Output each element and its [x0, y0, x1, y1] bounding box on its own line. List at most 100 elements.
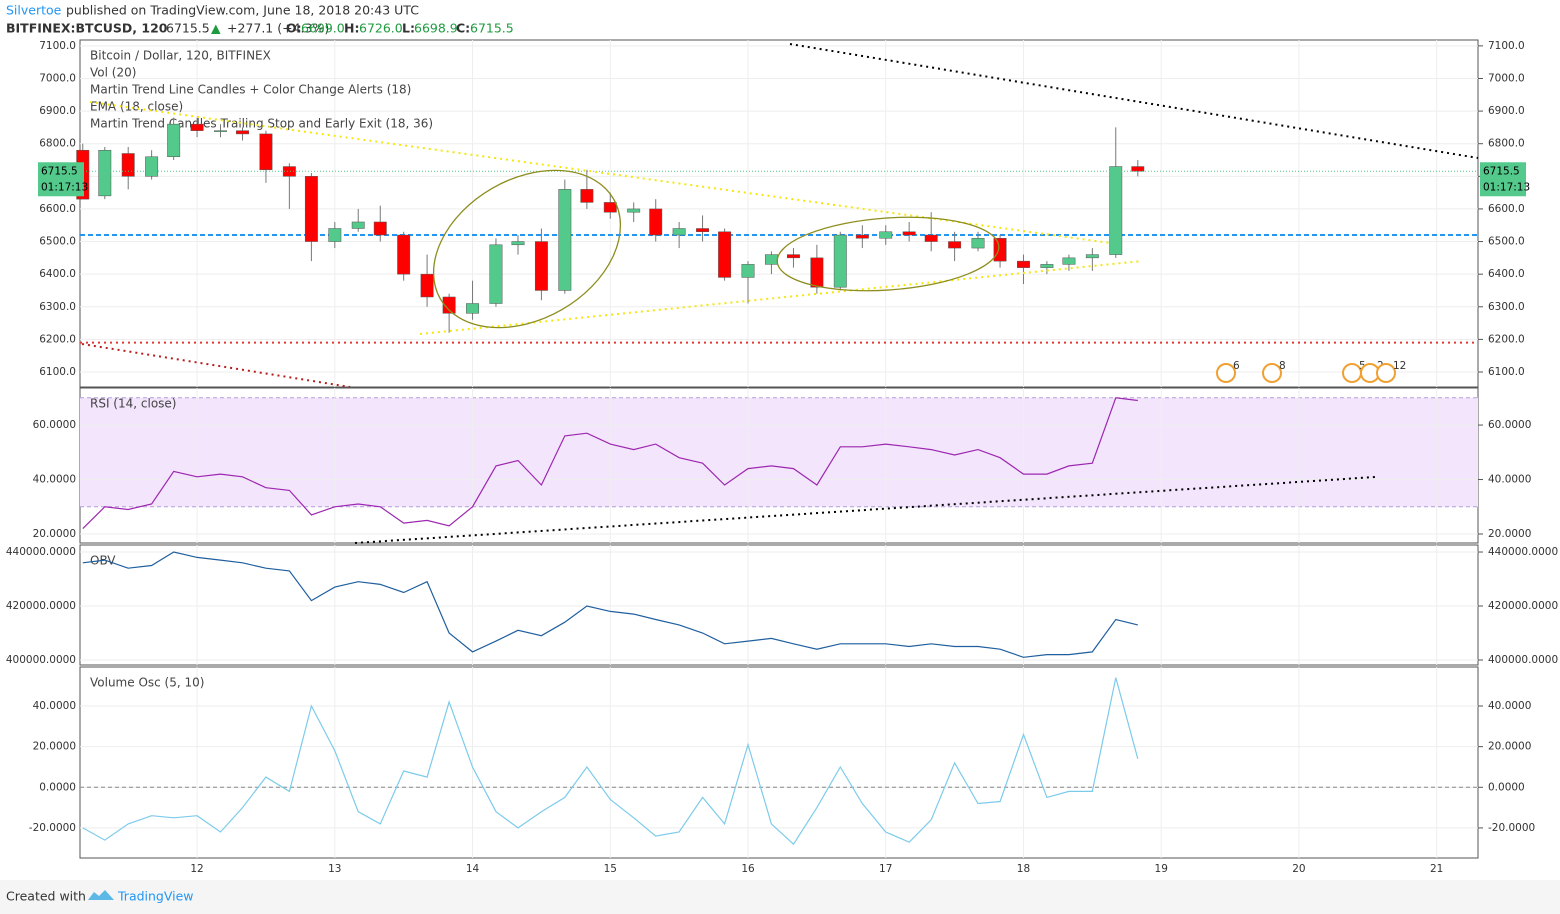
candle-body — [924, 234, 938, 242]
y-tick-label-left: 7100.0 — [39, 40, 76, 52]
last-price: 6715.5 — [166, 21, 210, 36]
resistance-line — [89, 101, 1111, 244]
price-box-left — [38, 162, 84, 197]
candle-body — [214, 130, 227, 132]
event-count: 6 — [1233, 360, 1240, 372]
y-tick-label-right: 40.0000 — [1488, 474, 1531, 486]
l-label: L: — [402, 21, 415, 36]
y-tick-label-left: 6100.0 — [39, 366, 76, 378]
y-tick-label-right: 6300.0 — [1488, 301, 1525, 313]
y-tick-label-right: 0.0000 — [1488, 781, 1525, 793]
candle-body — [764, 254, 778, 265]
y-tick-label-left: 440000.0000 — [6, 546, 76, 558]
event-badge — [1262, 363, 1282, 383]
candle-body — [1062, 257, 1076, 265]
low: 6698.9 — [414, 21, 458, 36]
y-tick-label-right: 6600.0 — [1488, 203, 1525, 215]
event-badge — [1216, 363, 1236, 383]
candle-body — [328, 228, 342, 242]
y-tick-label-right: 20.0000 — [1488, 741, 1531, 753]
candle-body — [167, 123, 181, 158]
y-tick-label-left: 7000.0 — [39, 72, 76, 84]
event-count: 5 — [1359, 360, 1366, 372]
candle-body — [282, 166, 296, 177]
candle-body — [1017, 260, 1030, 268]
author[interactable]: Silvertoe — [6, 3, 62, 18]
candle-body — [833, 234, 847, 288]
y-tick-label-left: 6500.0 — [39, 236, 76, 248]
arrow: ▲ — [211, 21, 221, 36]
legend-entry: Martin Trend Candles Trailing Stop and E… — [90, 117, 433, 131]
y-tick-label-right: 420000.0000 — [1488, 600, 1558, 612]
y-tick-label-right: 6900.0 — [1488, 105, 1525, 117]
y-tick-label-right: 7000.0 — [1488, 72, 1525, 84]
y-tick-label-left: 6400.0 — [39, 268, 76, 280]
price-box-right — [1480, 162, 1526, 197]
x-tick-label: 15 — [604, 863, 617, 875]
y-tick-label-right: -20.0000 — [1488, 822, 1535, 834]
candle-body — [145, 156, 159, 177]
candle-body — [534, 241, 548, 291]
change: +277.1 (+4.3%) — [227, 21, 329, 36]
y-tick-label-left: 420000.0000 — [6, 600, 76, 612]
candle-body — [627, 208, 641, 213]
candle-body — [810, 257, 824, 288]
candle-body — [741, 264, 755, 278]
candle-body — [718, 231, 732, 278]
candle-body — [121, 153, 135, 177]
close: 6715.5 — [470, 21, 514, 36]
candle-body — [672, 228, 686, 236]
support-line — [419, 260, 1143, 335]
y-tick-label-left: 400000.0000 — [6, 654, 76, 666]
y-tick-label-right: 400000.0000 — [1488, 654, 1558, 666]
y-tick-label-left: 6900.0 — [39, 105, 76, 117]
candle-body — [696, 228, 710, 233]
high: 6726.0 — [359, 21, 403, 36]
open: 6699.0 — [301, 21, 345, 36]
y-tick-label-left: 6600.0 — [39, 203, 76, 215]
candle-body — [1040, 264, 1054, 268]
x-tick-label: 12 — [190, 863, 203, 875]
y-tick-label-left: 40.0000 — [33, 474, 76, 486]
h-label: H: — [344, 21, 359, 36]
event-badge — [1376, 363, 1396, 383]
y-tick-label-right: 6400.0 — [1488, 268, 1525, 280]
x-tick-label: 13 — [328, 863, 341, 875]
candle-body — [98, 149, 112, 197]
x-tick-label: 20 — [1292, 863, 1305, 875]
y-tick-label-right: 7100.0 — [1488, 40, 1525, 52]
y-tick-label-left: 6800.0 — [39, 138, 76, 150]
trend-line — [789, 43, 1479, 159]
candle-body — [902, 231, 916, 236]
candle-body — [373, 221, 387, 236]
brand[interactable]: TradingView — [117, 889, 194, 904]
candle-body — [879, 231, 893, 239]
x-tick-label: 17 — [879, 863, 892, 875]
c-label: C: — [456, 21, 470, 36]
candle-body — [948, 241, 962, 249]
candle-body — [511, 241, 525, 246]
candle-body — [442, 296, 456, 314]
o-label: O: — [286, 21, 302, 36]
y-tick-label-right: 6200.0 — [1488, 333, 1525, 345]
y-tick-label-right: 6800.0 — [1488, 138, 1525, 150]
candle-body — [259, 133, 273, 171]
rsi-band — [80, 397, 1478, 507]
published: published on TradingView.com, June 18, 2… — [66, 3, 419, 18]
y-tick-label-right: 60.0000 — [1488, 419, 1531, 431]
candle-body — [1109, 166, 1123, 255]
y-tick-label-left: 60.0000 — [33, 419, 76, 431]
series-line — [82, 677, 1139, 846]
pattern-ellipse — [776, 216, 1000, 292]
trend-line — [354, 476, 1376, 544]
candle-body — [787, 254, 800, 259]
price-label-right: 6715.5 — [1483, 165, 1520, 177]
y-tick-label-right: 40.0000 — [1488, 700, 1531, 712]
candle-body — [603, 202, 617, 213]
candle-body — [1131, 166, 1145, 172]
y-tick-label-left: 20.0000 — [33, 741, 76, 753]
y-tick-label-right: 6500.0 — [1488, 236, 1525, 248]
candle-body — [236, 130, 249, 135]
